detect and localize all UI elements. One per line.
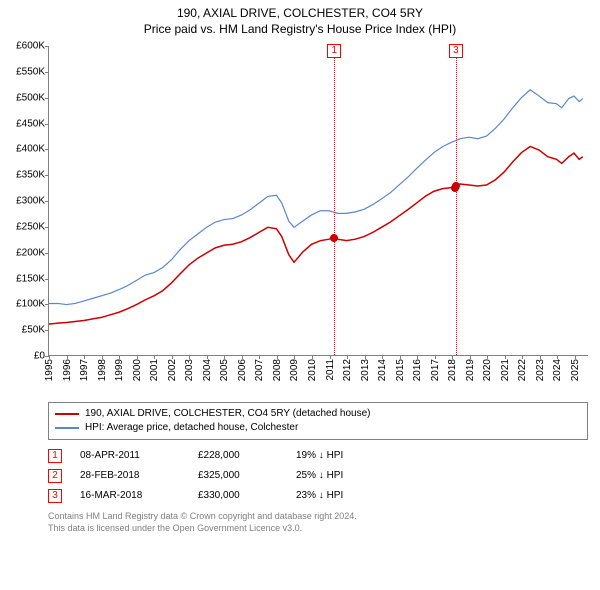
marker-dot <box>452 182 460 190</box>
marker-label-box: 1 <box>327 44 341 58</box>
x-axis-label: 2018 <box>447 359 458 381</box>
marker-dot <box>330 234 338 242</box>
y-tick <box>45 46 49 47</box>
y-tick <box>45 124 49 125</box>
y-tick <box>45 253 49 254</box>
x-axis-label: 2008 <box>272 359 283 381</box>
row-date: 16-MAR-2018 <box>80 486 180 506</box>
plot-area: £0£50K£100K£150K£200K£250K£300K£350K£400… <box>48 46 588 356</box>
footer-attribution: Contains HM Land Registry data © Crown c… <box>48 510 588 534</box>
x-axis-label: 2014 <box>377 359 388 381</box>
y-axis-label: £600K <box>16 41 45 52</box>
legend-label: HPI: Average price, detached house, Colc… <box>85 421 298 435</box>
x-axis-label: 2009 <box>289 359 300 381</box>
y-axis-label: £150K <box>16 273 45 284</box>
row-diff-hpi: 25% ↓ HPI <box>296 466 396 486</box>
chart-container: £0£50K£100K£150K£200K£250K£300K£350K£400… <box>0 40 600 398</box>
x-axis-label: 2013 <box>360 359 371 381</box>
table-row: 3 16-MAR-2018 £330,000 23% ↓ HPI <box>48 486 588 506</box>
row-index-box: 1 <box>48 449 62 463</box>
transactions-table: 1 08-APR-2011 £228,000 19% ↓ HPI 2 28-FEB-201… <box>48 446 588 506</box>
y-tick <box>45 227 49 228</box>
x-axis-label: 2017 <box>430 359 441 381</box>
y-axis-label: £350K <box>16 170 45 181</box>
y-axis-label: £400K <box>16 144 45 155</box>
x-axis-label: 2007 <box>254 359 265 381</box>
row-diff-hpi: 19% ↓ HPI <box>296 446 396 466</box>
y-tick <box>45 304 49 305</box>
legend-label: 190, AXIAL DRIVE, COLCHESTER, CO4 5RY (d… <box>85 407 371 421</box>
x-axis-label: 2023 <box>535 359 546 381</box>
row-index-box: 2 <box>48 469 62 483</box>
x-axis-label: 2006 <box>237 359 248 381</box>
y-axis-label: £50K <box>22 325 45 336</box>
row-diff-hpi: 23% ↓ HPI <box>296 486 396 506</box>
x-axis-label: 2015 <box>395 359 406 381</box>
x-axis-label: 2005 <box>219 359 230 381</box>
row-price: £330,000 <box>198 486 278 506</box>
x-axis-label: 2010 <box>307 359 318 381</box>
series-hpi <box>49 90 583 305</box>
x-axis-label: 1995 <box>44 359 55 381</box>
legend-row: HPI: Average price, detached house, Colc… <box>55 421 581 435</box>
x-axis-label: 2024 <box>552 359 563 381</box>
y-tick <box>45 175 49 176</box>
x-axis-label: 2021 <box>500 359 511 381</box>
x-axis-label: 2020 <box>482 359 493 381</box>
y-axis-label: £200K <box>16 247 45 258</box>
row-date: 08-APR-2011 <box>80 446 180 466</box>
line-series-svg <box>49 46 588 355</box>
x-axis-label: 2016 <box>412 359 423 381</box>
x-axis-label: 2004 <box>202 359 213 381</box>
y-axis-label: £250K <box>16 221 45 232</box>
x-axis-label: 2001 <box>149 359 160 381</box>
y-tick <box>45 72 49 73</box>
x-axis-label: 1996 <box>62 359 73 381</box>
y-tick <box>45 201 49 202</box>
y-tick <box>45 149 49 150</box>
x-axis-label: 2002 <box>167 359 178 381</box>
x-axis-label: 2000 <box>132 359 143 381</box>
row-index-box: 3 <box>48 489 62 503</box>
x-axis-label: 2012 <box>342 359 353 381</box>
marker-vline <box>334 46 335 355</box>
y-axis-label: £500K <box>16 92 45 103</box>
y-tick <box>45 279 49 280</box>
x-axis-label: 2011 <box>325 359 336 381</box>
x-axis-label: 1998 <box>97 359 108 381</box>
chart-title: 190, AXIAL DRIVE, COLCHESTER, CO4 5RY <box>0 6 600 20</box>
legend-swatch <box>55 427 79 429</box>
y-axis-label: £550K <box>16 66 45 77</box>
y-tick <box>45 98 49 99</box>
marker-vline <box>456 46 457 355</box>
legend-swatch <box>55 413 79 415</box>
x-axis-label: 2003 <box>184 359 195 381</box>
x-axis-label: 1999 <box>114 359 125 381</box>
legend-row: 190, AXIAL DRIVE, COLCHESTER, CO4 5RY (d… <box>55 407 581 421</box>
legend-box: 190, AXIAL DRIVE, COLCHESTER, CO4 5RY (d… <box>48 402 588 440</box>
marker-label-box: 3 <box>449 44 463 58</box>
y-axis-label: £100K <box>16 299 45 310</box>
row-price: £325,000 <box>198 466 278 486</box>
footer-line-2: This data is licensed under the Open Gov… <box>48 522 588 534</box>
chart-header: 190, AXIAL DRIVE, COLCHESTER, CO4 5RY Pr… <box>0 0 600 36</box>
row-date: 28-FEB-2018 <box>80 466 180 486</box>
y-axis-label: £450K <box>16 118 45 129</box>
footer-line-1: Contains HM Land Registry data © Crown c… <box>48 510 588 522</box>
series-property <box>49 146 583 324</box>
table-row: 1 08-APR-2011 £228,000 19% ↓ HPI <box>48 446 588 466</box>
table-row: 2 28-FEB-2018 £325,000 25% ↓ HPI <box>48 466 588 486</box>
row-price: £228,000 <box>198 446 278 466</box>
x-axis-label: 2022 <box>517 359 528 381</box>
y-tick <box>45 330 49 331</box>
chart-subtitle: Price paid vs. HM Land Registry's House … <box>0 22 600 36</box>
y-axis-label: £300K <box>16 196 45 207</box>
x-axis-label: 2025 <box>570 359 581 381</box>
x-axis-label: 2019 <box>465 359 476 381</box>
x-axis-label: 1997 <box>79 359 90 381</box>
